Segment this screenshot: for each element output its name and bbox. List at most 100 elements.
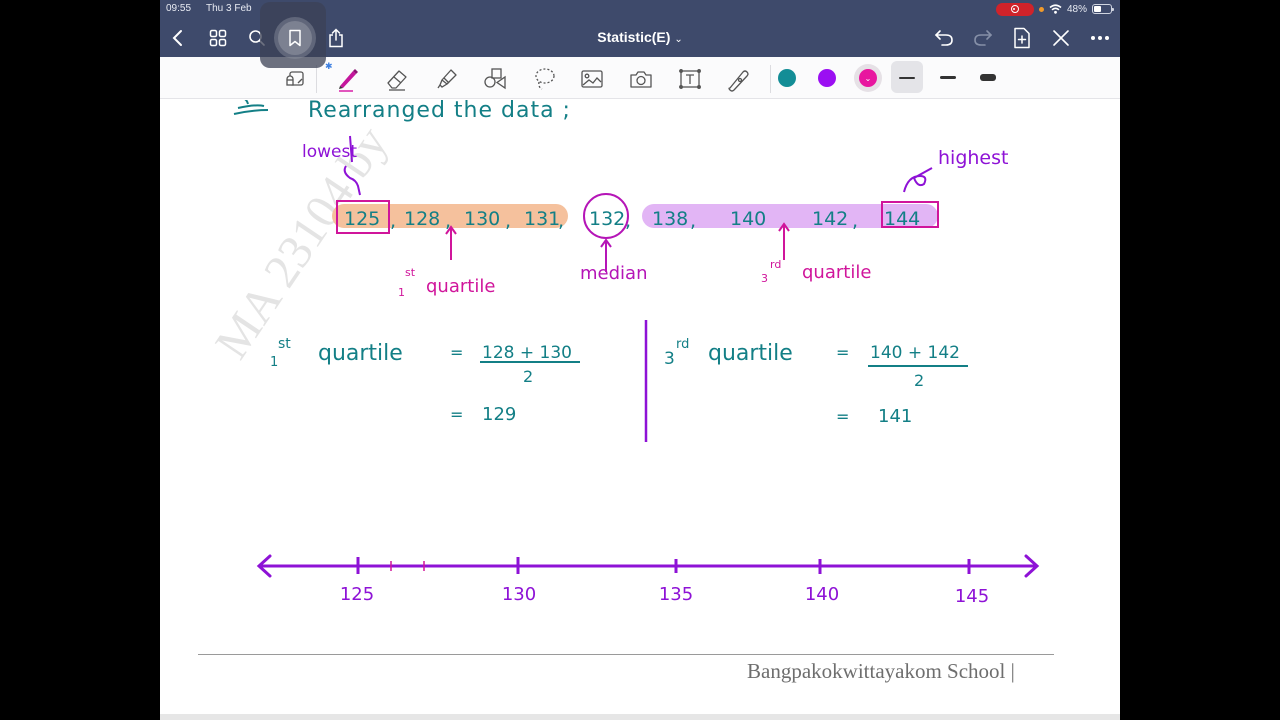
data-value: 128: [404, 208, 440, 230]
toolbar-divider: [316, 65, 317, 93]
svg-text:quartile: quartile: [426, 276, 495, 297]
top-bar: 09:55 Thu 3 Feb 48% Statistic(E) ⌄: [160, 0, 1120, 68]
color-swatch-magenta[interactable]: ⌄: [859, 69, 877, 87]
image-tool[interactable]: [578, 65, 606, 93]
color-swatch-teal[interactable]: [778, 69, 796, 87]
number-line: 125 130 135 140 145: [256, 554, 1040, 607]
lasso-tool[interactable]: [530, 65, 558, 93]
svg-text:,: ,: [445, 210, 451, 232]
svg-text:,: ,: [690, 210, 696, 232]
label-median: median: [580, 263, 647, 284]
label-lowest: lowest: [302, 142, 357, 162]
share-button[interactable]: [322, 24, 350, 52]
data-value: 131: [524, 208, 560, 230]
svg-text:st: st: [405, 266, 416, 279]
redo-button[interactable]: [969, 24, 997, 52]
page-edge: [160, 714, 1120, 720]
annotation-arrows: [445, 222, 790, 272]
q3-denominator: 2: [914, 371, 924, 390]
shapes-tool[interactable]: [481, 65, 509, 93]
data-value: 142: [812, 208, 848, 230]
grid-view-button[interactable]: [204, 24, 232, 52]
svg-text:,: ,: [558, 210, 564, 232]
sorted-data: 125 128 130 131 132 138 140 142 144 ,,,,…: [344, 208, 920, 232]
svg-text:rd: rd: [770, 258, 781, 271]
redo-icon: [974, 30, 993, 46]
q1-result: 129: [482, 404, 516, 425]
grid-icon: [209, 29, 227, 47]
tick-label: 145: [955, 586, 989, 607]
svg-text:quartile: quartile: [318, 341, 403, 366]
q3-result: 141: [878, 406, 912, 427]
add-page-button[interactable]: [1008, 24, 1036, 52]
pen-tool[interactable]: [334, 65, 362, 93]
laser-pointer-tool[interactable]: [725, 65, 753, 93]
svg-text:quartile: quartile: [802, 262, 871, 283]
screen-recording-icon[interactable]: [995, 2, 1034, 16]
note-page[interactable]: MA 23104 by Rearranged the data ; lowest…: [160, 100, 1120, 720]
tick-label: 125: [340, 584, 374, 605]
data-value-median: 132: [589, 208, 625, 230]
box-lowest: [336, 200, 390, 234]
svg-text:3: 3: [664, 349, 675, 369]
arrow-highest: [903, 167, 933, 193]
more-button[interactable]: [1086, 24, 1114, 52]
eraser-tool[interactable]: [384, 65, 412, 93]
highlight-lower-half: [332, 204, 568, 228]
back-button[interactable]: [164, 24, 192, 52]
q1-calculation: 1st quartile = 128 + 130 2 = 129: [270, 336, 580, 425]
lasso-icon: [535, 68, 555, 90]
read-only-icon: [286, 71, 304, 86]
ellipsis-icon: [1091, 36, 1109, 40]
highlighter-icon: [437, 69, 457, 89]
status-date: Thu 3 Feb: [206, 3, 252, 14]
stroke-width-medium[interactable]: [940, 76, 956, 79]
close-toolbar-button[interactable]: [1047, 24, 1075, 52]
svg-text:,: ,: [852, 210, 858, 232]
box-highest: [881, 201, 939, 228]
svg-text:rd: rd: [676, 337, 689, 352]
svg-text:st: st: [278, 336, 291, 352]
text-box-icon: [679, 69, 701, 89]
drawing-toolbar: ✱ ⌄: [160, 57, 1120, 99]
camera-tool[interactable]: [627, 65, 655, 93]
footer-rule: [198, 654, 1054, 655]
data-value: 140: [730, 208, 766, 230]
stroke-width-fine[interactable]: [899, 77, 915, 79]
data-value: 144: [884, 208, 920, 230]
battery-icon: [1092, 4, 1114, 14]
bookmark-icon: [289, 29, 301, 47]
text-tool[interactable]: [676, 65, 704, 93]
heading-text: Rearranged the data ;: [308, 100, 571, 123]
svg-text:,: ,: [390, 210, 396, 232]
label-highest: highest: [938, 147, 1008, 169]
data-value: 130: [464, 208, 500, 230]
svg-text:=: =: [450, 343, 463, 362]
data-value: 138: [652, 208, 688, 230]
handwritten-notes-canvas: MA 23104 by Rearranged the data ; lowest…: [205, 100, 1040, 607]
add-page-icon: [1014, 27, 1030, 49]
svg-text:,: ,: [505, 210, 511, 232]
bookmark-button[interactable]: [278, 21, 312, 55]
document-title-button[interactable]: Statistic(E) ⌄: [597, 29, 683, 45]
status-indicators: 48%: [995, 2, 1114, 16]
highlighter-tool[interactable]: [433, 65, 461, 93]
pen-icon: [339, 69, 358, 92]
tick-label: 135: [659, 584, 693, 605]
chevron-down-icon: ⌄: [674, 34, 683, 45]
undo-button[interactable]: [930, 24, 958, 52]
bluetooth-icon: ✱: [325, 61, 333, 71]
wifi-icon: [1049, 4, 1062, 14]
ipad-screen: 09:55 Thu 3 Feb 48% Statistic(E) ⌄: [160, 0, 1120, 720]
eraser-icon: [387, 70, 407, 91]
tick-label: 130: [502, 584, 536, 605]
svg-text:=: =: [836, 343, 849, 362]
stroke-width-thick[interactable]: [980, 74, 996, 81]
camera-icon: [630, 71, 652, 88]
quartile-labels: 1st quartile median 3rd quartile: [398, 258, 871, 299]
color-swatch-purple[interactable]: [818, 69, 836, 87]
footer-school-name: Bangpakokwittayakom School |: [747, 659, 1015, 683]
read-only-mode-button[interactable]: [281, 65, 309, 93]
toolbar-divider: [770, 65, 771, 93]
circle-median: [583, 193, 629, 239]
